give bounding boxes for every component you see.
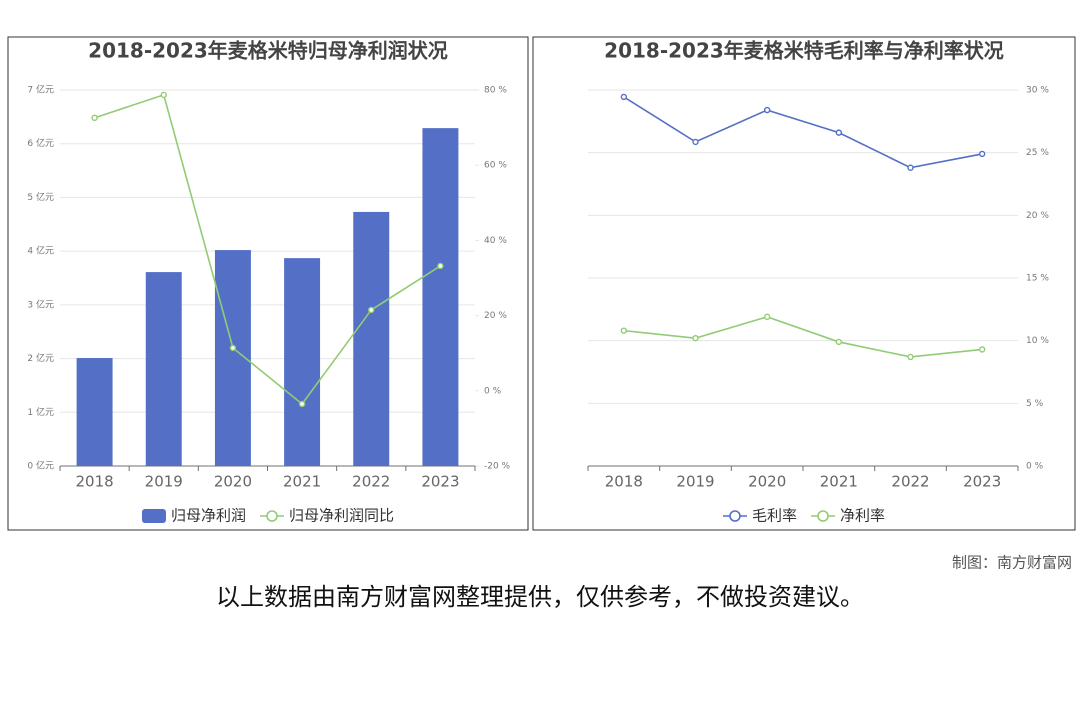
y2-tick-label: 40 % (484, 236, 507, 246)
point (907, 353, 914, 361)
y-tick-label: 10 % (1026, 336, 1049, 346)
bar (422, 128, 459, 466)
y-tick-label: 20 % (1026, 211, 1049, 221)
chart: 2018-2023年麦格米特归母净利润状况 0 亿元 1 亿元 2 亿元 3 亿元 4 亿… (27, 39, 510, 525)
x-tick-label: 2019 (145, 473, 183, 491)
point (620, 327, 628, 334)
point (91, 114, 98, 122)
credit: 制图：南方财富网 (952, 554, 1072, 572)
point (229, 344, 237, 352)
x-tick-label: 2021 (820, 473, 858, 491)
line (623, 316, 983, 358)
y-tick-label: 2 亿元 (27, 352, 54, 364)
chart: 2018-2023年麦格米特毛利率与净利率状况 0 % 5 % 10 % 15 % 20 … (587, 39, 1049, 525)
note: 以上数据由南方财富网整理提供，仅供参考，不做投资建议。 (216, 583, 864, 611)
point (907, 164, 914, 171)
y2-tick-label: -20 % (484, 462, 511, 472)
y-tick-label: 0 % (1026, 462, 1044, 472)
point (763, 313, 771, 321)
line (94, 93, 441, 406)
y-tick-label: 7 亿元 (27, 84, 54, 96)
y2-tick-label: 60 % (484, 161, 507, 171)
bar (145, 272, 182, 466)
point (763, 106, 771, 114)
bar (76, 358, 113, 466)
x-tick-label: 2020 (214, 473, 252, 491)
legend-label: 净利率 (840, 507, 885, 525)
y-tick-label: 5 亿元 (27, 191, 54, 203)
y-tick-label: 1 亿元 (27, 406, 54, 418)
legend-label: 毛利率 (752, 507, 797, 525)
line (623, 96, 983, 169)
chart-title: 2018-2023年麦格米特毛利率与净利率状况 (604, 39, 1004, 63)
point (835, 129, 843, 136)
chart-frame (532, 36, 1076, 531)
x-tick-label: 2018 (605, 473, 643, 491)
y2-tick-label: 80 % (484, 86, 507, 96)
point (692, 334, 699, 342)
y-tick-label: 4 亿元 (27, 245, 54, 257)
legend: 归母净利润 归母净利润同比 (141, 507, 394, 525)
point (437, 262, 444, 270)
point (620, 93, 628, 101)
y2-tick-label: 20 % (484, 311, 507, 321)
legend-swatch (729, 510, 741, 522)
legend-swatch (141, 509, 166, 523)
legend: 毛利率 净利率 (722, 507, 885, 525)
bar (284, 258, 321, 466)
point (160, 91, 167, 99)
y-tick-label: 30 % (1026, 86, 1049, 96)
point (368, 306, 375, 314)
bar (353, 211, 390, 466)
legend-label: 归母净利润 (171, 507, 246, 525)
y-tick-label: 6 亿元 (27, 137, 54, 149)
x-tick-label: 2020 (748, 473, 786, 491)
point (978, 346, 986, 353)
point (835, 338, 843, 346)
y-tick-label: 0 亿元 (27, 460, 54, 472)
y-tick-label: 15 % (1026, 274, 1049, 284)
y-tick-label: 25 % (1026, 148, 1049, 158)
y2-tick-label: 0 % (484, 386, 502, 396)
legend-swatch (266, 510, 278, 522)
y-tick-label: 3 亿元 (27, 298, 54, 310)
y-tick-label: 5 % (1026, 399, 1044, 409)
x-tick-label: 2022 (891, 473, 929, 491)
chart-title: 2018-2023年麦格米特归母净利润状况 (88, 39, 448, 63)
x-tick-label: 2023 (421, 473, 459, 491)
x-tick-label: 2023 (963, 473, 1001, 491)
x-tick-label: 2021 (283, 473, 321, 491)
point (978, 150, 986, 158)
x-tick-label: 2019 (676, 473, 714, 491)
legend-label: 归母净利润同比 (289, 507, 394, 525)
legend-swatch (817, 510, 829, 522)
point (692, 138, 699, 146)
x-tick-label: 2022 (352, 473, 390, 491)
point (298, 400, 306, 408)
x-tick-label: 2018 (75, 473, 113, 491)
